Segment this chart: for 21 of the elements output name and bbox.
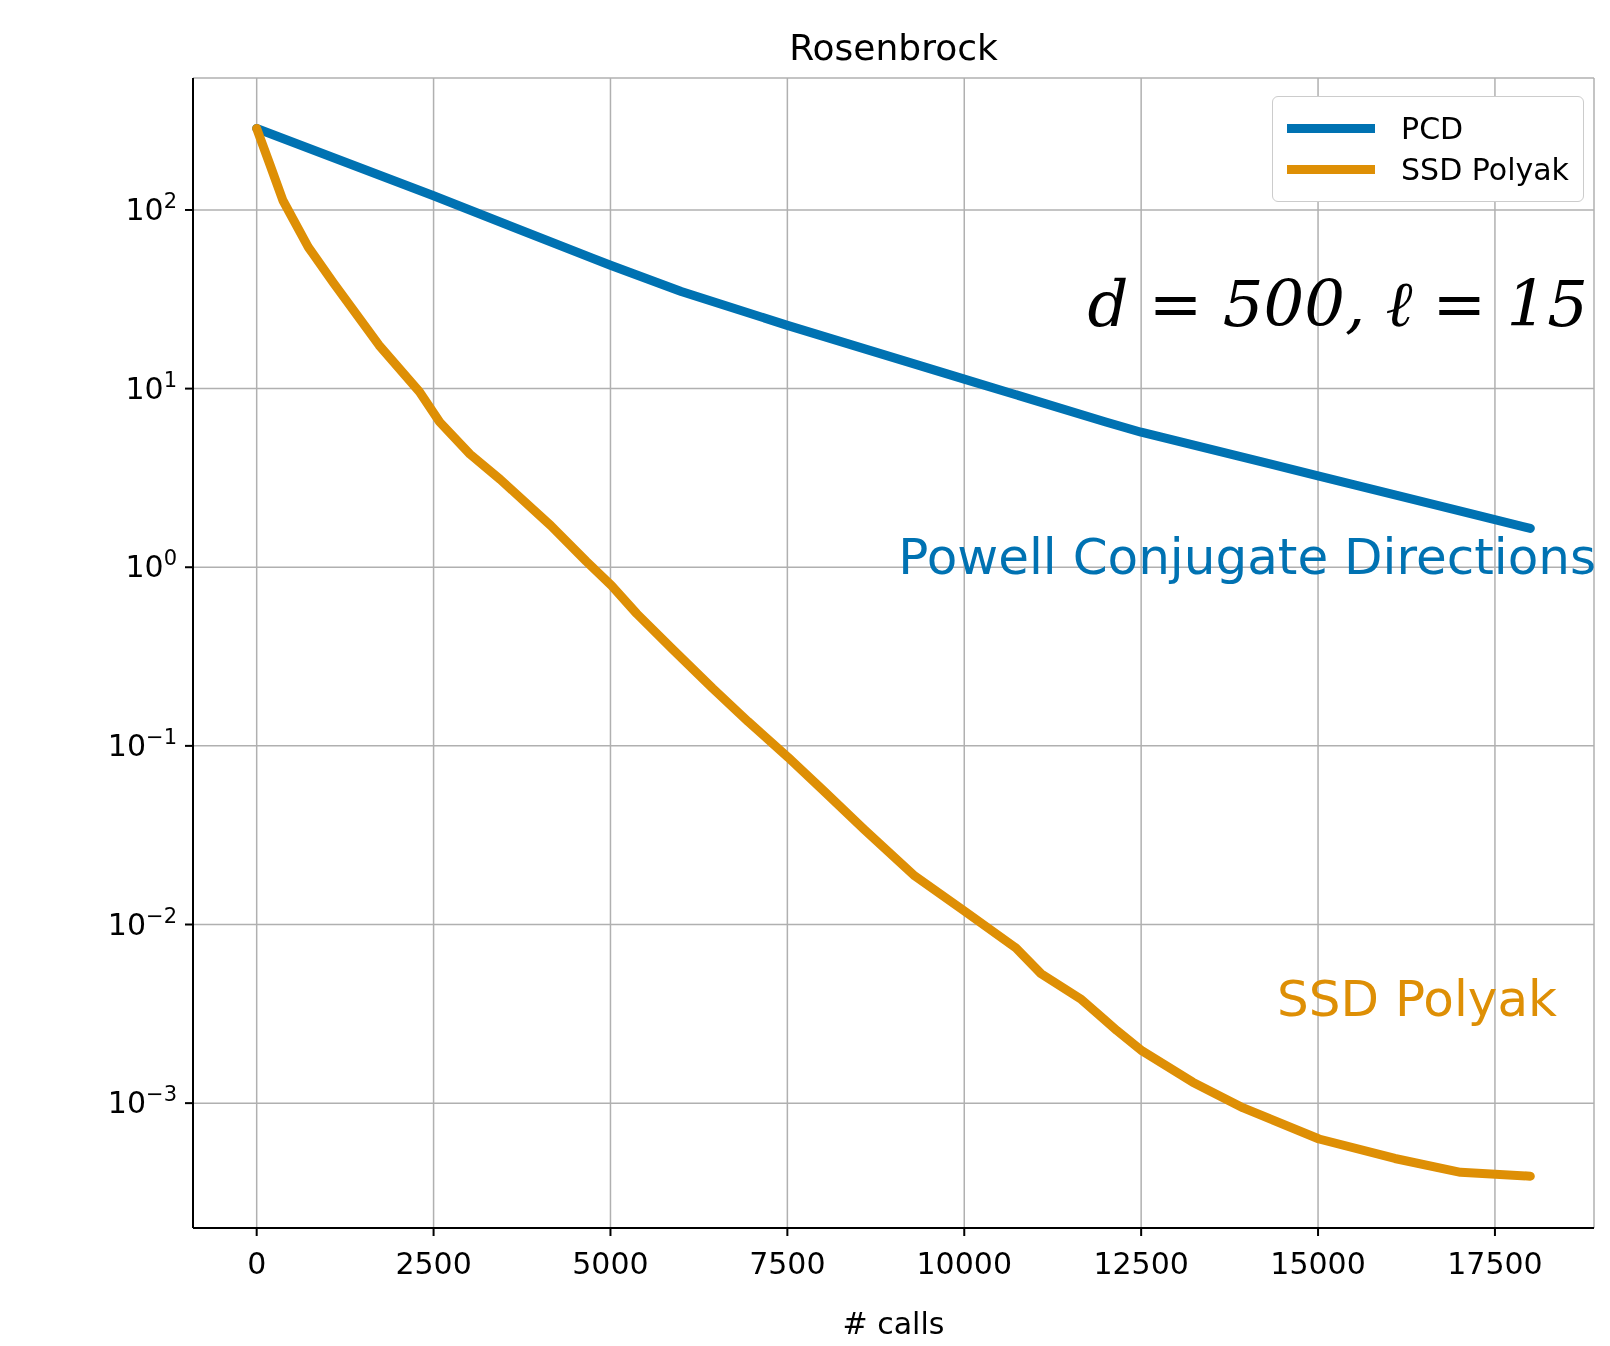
x-tick-label: 17500 <box>1447 1246 1543 1281</box>
x-tick-label: 12500 <box>1093 1246 1189 1281</box>
x-tick-label: 5000 <box>572 1246 649 1281</box>
y-tick-label: 10$^{−2}$ <box>107 903 177 942</box>
annotation: SSD Polyak <box>1277 970 1558 1028</box>
x-tick-label: 7500 <box>749 1246 826 1281</box>
x-tick-label: 10000 <box>916 1246 1012 1281</box>
x-tick-label: 15000 <box>1270 1246 1366 1281</box>
y-tick-label: 10$^{0}$ <box>125 546 177 585</box>
annotation: Powell Conjugate Directions <box>898 528 1596 586</box>
legend-label: PCD <box>1401 111 1464 146</box>
y-tick-label: 10$^{−1}$ <box>107 724 177 763</box>
x-tick-label: 2500 <box>395 1246 472 1281</box>
x-tick-label: 0 <box>247 1246 267 1281</box>
y-tick-label: 10$^{2}$ <box>125 188 177 227</box>
x-axis-title: # calls <box>842 1306 945 1341</box>
y-tick-label: 10$^{−3}$ <box>107 1082 177 1121</box>
annotation: d = 500, ℓ = 15 <box>1087 267 1588 341</box>
legend-label: SSD Polyak <box>1401 152 1569 187</box>
y-tick-label: 10$^{1}$ <box>125 367 177 406</box>
chart-title: Rosenbrock <box>789 27 998 68</box>
